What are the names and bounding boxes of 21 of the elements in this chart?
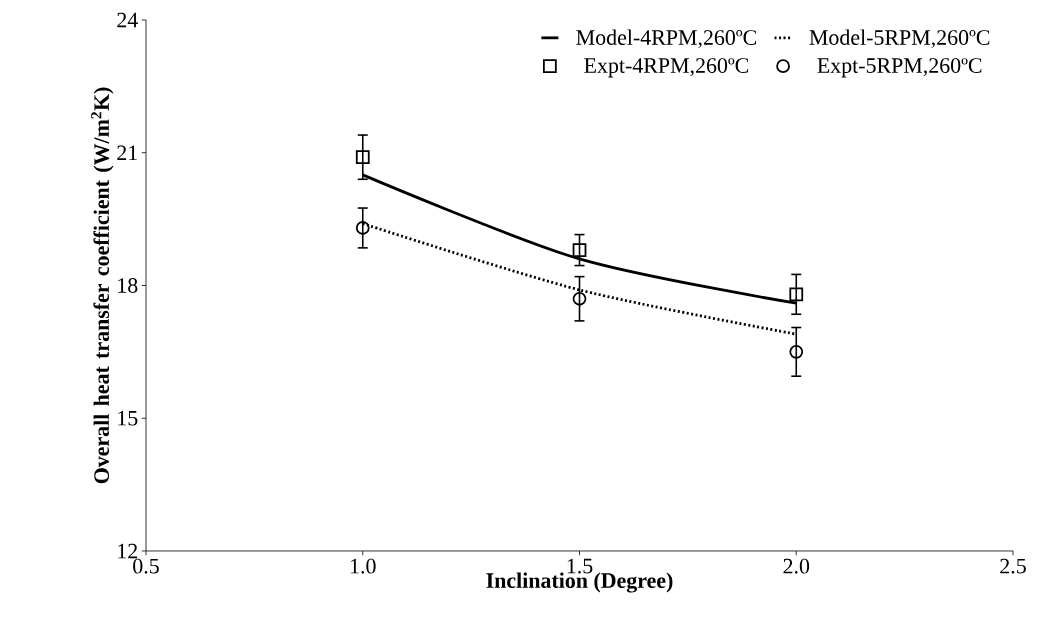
point <box>572 291 587 306</box>
x-tick-label: 1.0 <box>350 558 376 574</box>
x-tick-label: 2.0 <box>783 558 810 574</box>
x-tick-label: 2.5 <box>1000 558 1026 574</box>
legend-label: Model-4RPM,260ºC <box>576 29 757 49</box>
point <box>789 287 804 302</box>
y-tick-label: 15 <box>118 410 138 426</box>
point <box>355 221 370 235</box>
y-tick-label: 12 <box>118 543 138 559</box>
legend-label: Model-5RPM,260ºC <box>809 29 990 49</box>
legend-label: Expt-5RPM,260ºC <box>817 58 982 78</box>
x-tick-label: 0.5 <box>133 558 159 574</box>
x-tick-label: 1.5 <box>567 558 593 574</box>
y-tick-label: 21 <box>117 145 137 160</box>
legend-label: Expt-4RPM,260ºC <box>584 58 749 78</box>
point <box>572 243 587 257</box>
y-tick-label: 18 <box>118 278 138 293</box>
point <box>789 344 804 359</box>
point <box>355 150 370 165</box>
y-tick-label: 24 <box>117 12 138 28</box>
y-axis-title: Overall heat transfer coefficient (W/m$^{2}$K) <box>91 87 114 484</box>
